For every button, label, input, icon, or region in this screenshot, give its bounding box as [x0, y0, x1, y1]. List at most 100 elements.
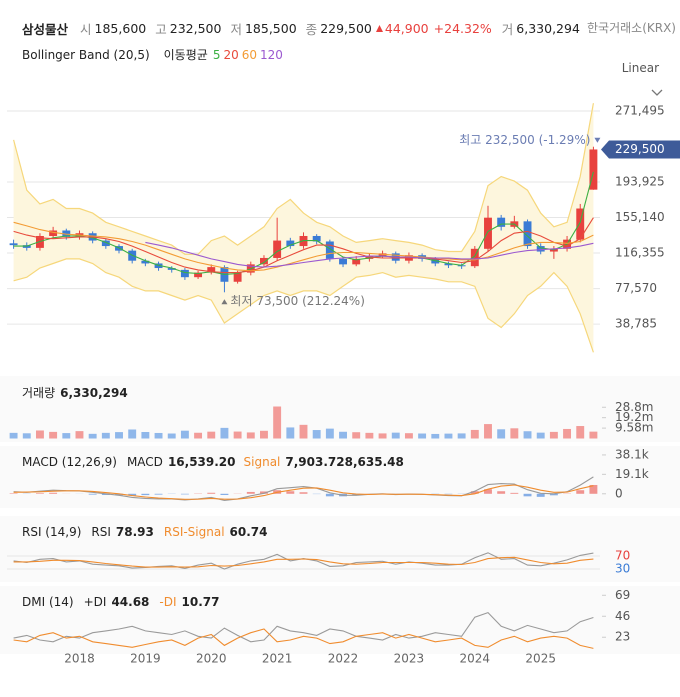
- y-tick-label: 69: [615, 588, 630, 602]
- volume-bar: [339, 431, 347, 439]
- histogram-bar: [325, 493, 334, 497]
- legend-value: 8,635.48: [344, 455, 404, 469]
- change-pct: +24.32%: [433, 21, 492, 36]
- ma-legend: 5: [212, 47, 221, 62]
- histogram-bar: [115, 493, 123, 496]
- volume-bar: [444, 433, 453, 439]
- volume-bar: [220, 427, 229, 439]
- legend-value: 60.74: [229, 525, 268, 539]
- volume-bar: [154, 432, 163, 439]
- histogram-bar: [286, 491, 295, 494]
- chevron[interactable]: [651, 89, 663, 96]
- volume-bar: [589, 431, 598, 439]
- volume-value: 6,330,294: [516, 21, 580, 36]
- x-tick-label: 2019: [130, 652, 161, 666]
- histogram-bar: [299, 492, 308, 494]
- change: 44,900: [384, 21, 429, 36]
- legend-name: Signal: [243, 455, 281, 469]
- volume-bar: [497, 429, 506, 439]
- histogram-bar: [154, 493, 163, 495]
- ma-line: [13, 171, 594, 275]
- volume-bar: [431, 433, 440, 439]
- high-marker: [594, 137, 601, 143]
- high-annotation: 최고 232,500 (-1.29%): [459, 133, 590, 147]
- volume-bar: [312, 430, 321, 439]
- volume-bar: [75, 431, 84, 439]
- y-tick-label: 23: [615, 630, 630, 644]
- volume-label: 거: [501, 22, 514, 37]
- volume-bar: [101, 432, 110, 439]
- volume-bar: [352, 432, 361, 439]
- x-tick-label: 2023: [394, 652, 425, 666]
- candle-body: [312, 235, 321, 242]
- band-fill: [13, 103, 594, 353]
- volume-bar: [167, 433, 176, 439]
- volume-bar: [49, 431, 58, 439]
- ma-legend: 60: [241, 47, 258, 62]
- legend-name: +DI: [83, 595, 107, 609]
- indicator-line: [13, 556, 594, 568]
- ma-label: 이동평균: [163, 48, 208, 62]
- candle-body: [101, 240, 110, 247]
- y-tick-label: 30: [615, 562, 630, 576]
- x-tick-label: 2024: [460, 652, 491, 666]
- y-tick-label: 271,495: [615, 104, 665, 118]
- histogram-bar: [470, 491, 479, 494]
- panel-title: RSI (14,9): [22, 525, 82, 539]
- histogram-bar: [549, 493, 558, 496]
- ma-legend: 20: [223, 47, 239, 62]
- histogram-bar: [49, 492, 58, 494]
- volume-bar: [484, 424, 492, 439]
- volume-bar: [22, 433, 31, 439]
- candle-body: [207, 267, 216, 273]
- ma-line: [13, 217, 594, 274]
- volume-bar: [246, 432, 255, 439]
- candle-body: [339, 258, 347, 265]
- legend-value: 6,330,294: [60, 385, 128, 400]
- histogram-bar: [484, 489, 492, 494]
- indicator-line: [13, 476, 594, 501]
- volume-bar: [141, 431, 150, 439]
- band-line: [13, 258, 594, 353]
- histogram-bar: [88, 493, 97, 495]
- histogram-bar: [510, 492, 519, 494]
- candle-body: [523, 221, 532, 247]
- candle-body: [484, 217, 492, 249]
- volume-bar: [207, 431, 216, 439]
- legend-value: 10.77: [181, 595, 220, 609]
- y-tick-label: 38,785: [615, 317, 657, 331]
- panel-title: 거래량: [22, 386, 56, 400]
- volume-bar: [325, 428, 334, 439]
- quote-value: 232,500: [169, 21, 222, 36]
- candle-body: [167, 268, 176, 270]
- volume-bar: [194, 432, 203, 439]
- candle-body: [233, 272, 242, 282]
- volume-bar: [549, 431, 558, 439]
- scale-select[interactable]: Linear: [621, 61, 659, 75]
- volume-bar: [536, 432, 545, 439]
- low-annotation: 최저 73,500 (212.24%): [230, 294, 364, 308]
- legend-name: -DI: [159, 595, 177, 609]
- volume-bar: [260, 430, 268, 439]
- candle-body: [576, 208, 585, 240]
- volume-bar: [391, 432, 400, 439]
- y-tick-label: 28.8m: [615, 400, 653, 414]
- ma-legend: 120: [260, 47, 283, 62]
- volume-bar: [180, 430, 189, 439]
- histogram-bar: [260, 491, 268, 494]
- histogram-bar: [246, 491, 255, 494]
- volume-bar: [115, 432, 123, 439]
- histogram-bar: [536, 493, 545, 497]
- candle-body: [444, 263, 453, 266]
- candle-body: [9, 243, 18, 246]
- quote-label: 고: [155, 22, 167, 37]
- histogram-bar: [9, 493, 18, 494]
- low-marker: [221, 299, 228, 305]
- volume-bar: [35, 430, 44, 439]
- y-tick-label: 46: [615, 609, 630, 623]
- band-line: [13, 103, 594, 255]
- quote-value: 185,500: [244, 21, 297, 36]
- candle-body: [497, 217, 506, 227]
- quote-value: 229,500: [320, 21, 372, 36]
